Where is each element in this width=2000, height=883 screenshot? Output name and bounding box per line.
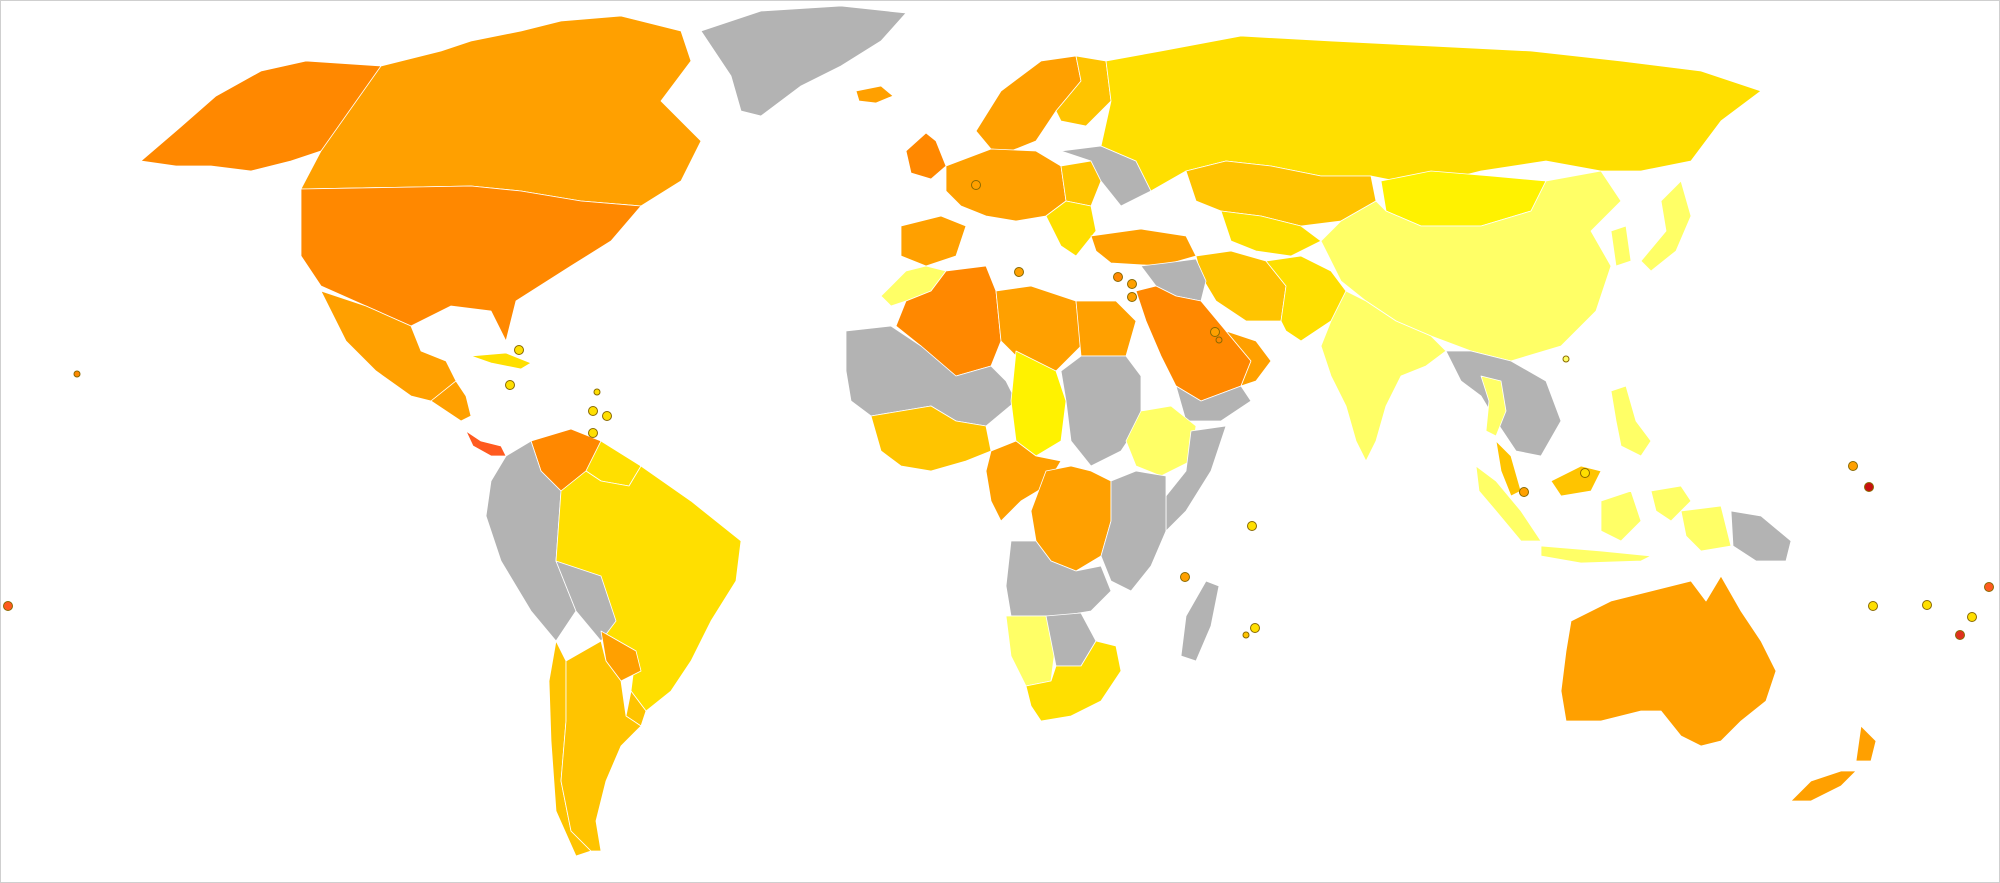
marker-pacific-far-west bbox=[3, 601, 13, 611]
marker-samoa bbox=[1984, 582, 1994, 592]
region-south-africa bbox=[1025, 640, 1122, 722]
marker-tonga bbox=[1955, 630, 1965, 640]
marker-comoros bbox=[1180, 572, 1190, 582]
marker-cook-islands bbox=[1967, 612, 1977, 622]
marker-bahrain bbox=[1210, 327, 1220, 337]
marker-caribbean-5 bbox=[602, 411, 612, 421]
region-western-europe bbox=[945, 148, 1067, 222]
region-panama bbox=[465, 430, 507, 457]
region-colombia-peru-ecuador bbox=[485, 440, 577, 642]
marker-caribbean-2 bbox=[505, 380, 515, 390]
marker-cyprus bbox=[1113, 272, 1123, 282]
marker-caribbean-3 bbox=[593, 388, 601, 396]
region-central-africa bbox=[985, 440, 1062, 522]
marker-luxembourg bbox=[971, 180, 981, 190]
marker-lebanon bbox=[1127, 279, 1137, 289]
region-sudan bbox=[1060, 355, 1142, 467]
marker-nauru bbox=[1864, 482, 1874, 492]
region-indonesia bbox=[1475, 465, 1732, 564]
marker-qatar bbox=[1215, 336, 1223, 344]
region-eastern-europe bbox=[1060, 160, 1102, 207]
marker-israel bbox=[1127, 292, 1137, 302]
region-somalia bbox=[1165, 425, 1227, 532]
marker-malta bbox=[1014, 267, 1024, 277]
region-central-asia bbox=[1220, 210, 1322, 257]
marker-reunion bbox=[1242, 631, 1250, 639]
marker-fiji bbox=[1922, 600, 1932, 610]
region-korea-japan bbox=[1610, 180, 1692, 272]
region-ethiopia bbox=[1125, 405, 1197, 477]
marker-singapore bbox=[1519, 487, 1529, 497]
small-country-markers bbox=[3, 180, 1994, 640]
region-thailand bbox=[1480, 375, 1507, 437]
region-usa bbox=[300, 185, 642, 342]
marker-seychelles bbox=[1247, 521, 1257, 531]
marker-caribbean-6 bbox=[588, 428, 598, 438]
marker-brunei bbox=[1580, 468, 1590, 478]
region-new-zealand bbox=[1790, 725, 1877, 802]
region-madagascar bbox=[1180, 580, 1220, 662]
region-turkey bbox=[1090, 228, 1197, 267]
region-oman-uae bbox=[1225, 330, 1272, 387]
region-ireland-uk bbox=[905, 132, 947, 180]
marker-caribbean-1 bbox=[514, 345, 524, 355]
region-chad bbox=[1010, 350, 1067, 457]
region-argentina bbox=[560, 640, 642, 852]
marker-vanuatu bbox=[1868, 601, 1878, 611]
region-iceland bbox=[855, 85, 894, 104]
region-australia bbox=[1560, 575, 1777, 747]
region-malaysia bbox=[1495, 440, 1602, 497]
marker-hawaii bbox=[73, 370, 81, 378]
marker-caribbean-4 bbox=[588, 406, 598, 416]
region-afghanistan-pakistan bbox=[1265, 255, 1347, 342]
region-paraguay bbox=[600, 630, 642, 682]
region-libya bbox=[995, 285, 1082, 372]
region-greenland bbox=[700, 5, 907, 117]
region-russia bbox=[1100, 35, 1762, 192]
land-layer bbox=[140, 5, 1877, 857]
region-balkans bbox=[1045, 200, 1097, 257]
marker-hong-kong bbox=[1562, 355, 1570, 363]
region-philippines bbox=[1610, 385, 1652, 457]
region-cuba bbox=[470, 352, 532, 370]
region-angola-zambia bbox=[1005, 540, 1112, 617]
region-papua-new-guinea bbox=[1730, 510, 1792, 562]
region-india bbox=[1320, 290, 1447, 462]
region-bolivia bbox=[555, 560, 617, 642]
region-central-america bbox=[430, 380, 472, 422]
region-east-africa bbox=[1100, 470, 1167, 592]
marker-marshall-islands bbox=[1848, 461, 1858, 471]
region-iberia bbox=[900, 215, 967, 267]
marker-mauritius bbox=[1250, 623, 1260, 633]
region-egypt bbox=[1075, 300, 1137, 357]
region-canada bbox=[300, 15, 702, 207]
